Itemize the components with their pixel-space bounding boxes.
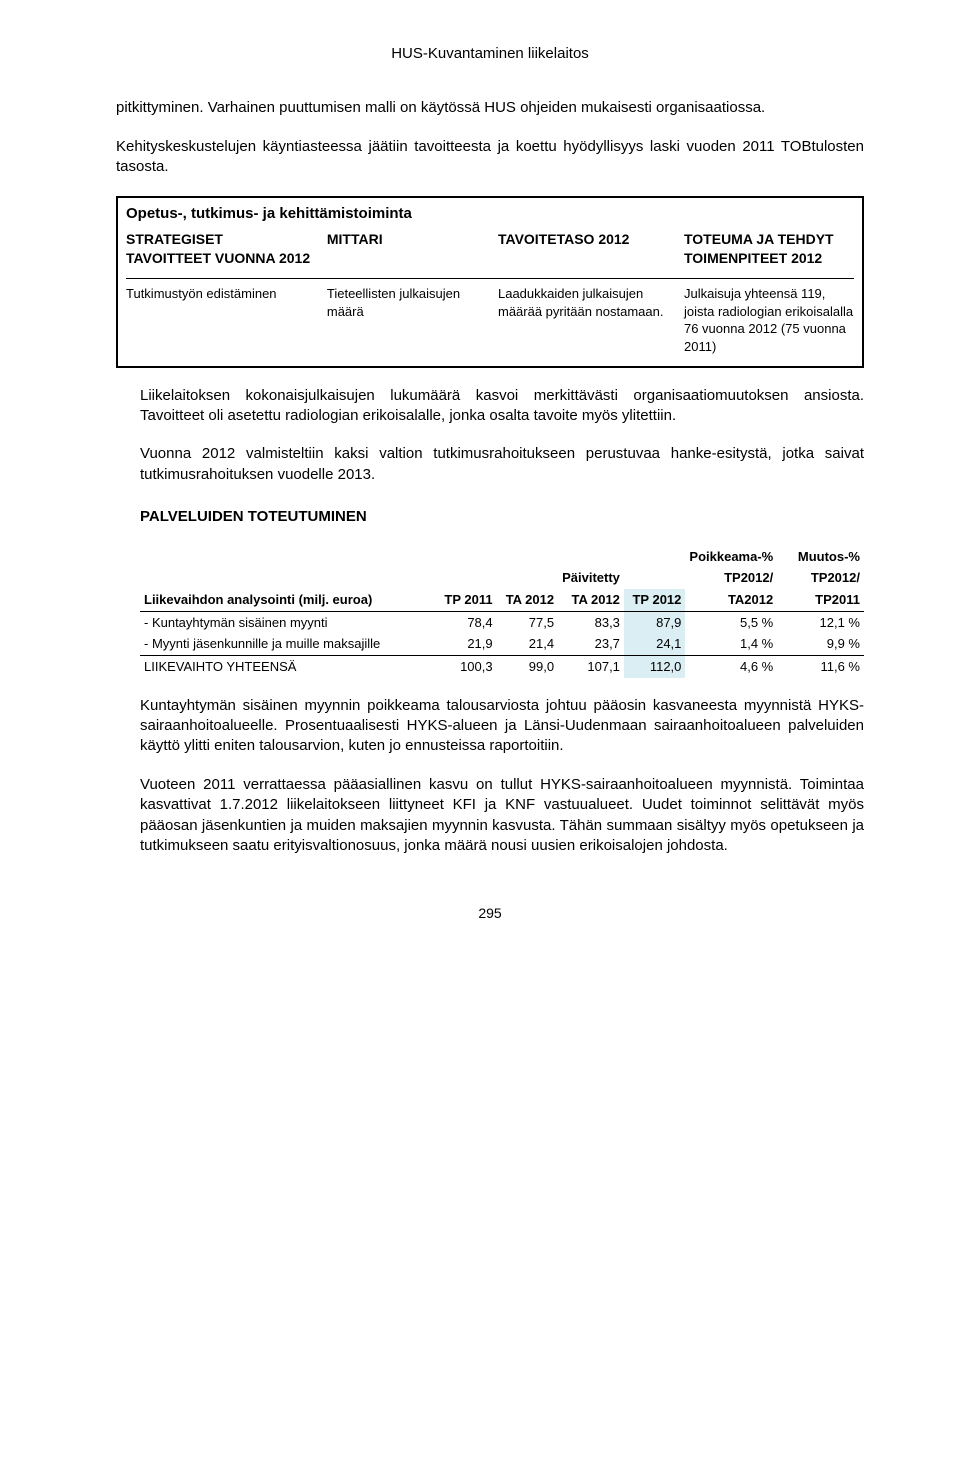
finance-head-row-1: Poikkeama-% Muutos-% xyxy=(140,546,864,568)
head-poikkeama: Poikkeama-% xyxy=(685,546,777,568)
finance-cell: - Myynti jäsenkunnille ja muille maksaji… xyxy=(140,633,435,655)
strategy-cell-1: Tutkimustyön edistäminen xyxy=(118,279,319,366)
finance-cell: 78,4 xyxy=(435,611,496,633)
finance-total-cell: 11,6 % xyxy=(777,656,864,678)
finance-total-cell: 107,1 xyxy=(558,656,624,678)
finance-total-cell: LIIKEVAIHTO YHTEENSÄ xyxy=(140,656,435,678)
finance-total-cell-highlight: 112,0 xyxy=(624,656,685,678)
finance-row: - Kuntayhtymän sisäinen myynti 78,4 77,5… xyxy=(140,611,864,633)
strategy-table: STRATEGISET TAVOITTEET VUONNA 2012 MITTA… xyxy=(118,224,862,366)
head-muutos: Muutos-% xyxy=(777,546,864,568)
head-ta2012b: TA 2012 xyxy=(558,589,624,611)
finance-cell: 5,5 % xyxy=(685,611,777,633)
strategy-head-3: TAVOITETASO 2012 xyxy=(490,224,676,278)
finance-cell: 12,1 % xyxy=(777,611,864,633)
head-ta2012c: TA2012 xyxy=(685,589,777,611)
head-tp2011: TP 2011 xyxy=(435,589,496,611)
strategy-head-2: MITTARI xyxy=(319,224,490,278)
paragraph-6: Vuoteen 2011 verrattaessa pääasiallinen … xyxy=(140,775,864,857)
finance-cell: 21,9 xyxy=(435,633,496,655)
strategy-box: Opetus-, tutkimus- ja kehittämistoiminta… xyxy=(116,196,864,368)
strategy-cell-3: Laadukkaiden julkaisujen määrää pyritään… xyxy=(490,279,676,366)
finance-total-cell: 99,0 xyxy=(497,656,558,678)
strategy-header-row: STRATEGISET TAVOITTEET VUONNA 2012 MITTA… xyxy=(118,224,862,278)
strategy-data-row: Tutkimustyön edistäminen Tieteellisten j… xyxy=(118,279,862,366)
finance-table: Poikkeama-% Muutos-% Päivitetty TP2012/ … xyxy=(140,546,864,678)
finance-cell: 21,4 xyxy=(497,633,558,655)
strategy-head-1: STRATEGISET TAVOITTEET VUONNA 2012 xyxy=(118,224,319,278)
finance-cell: - Kuntayhtymän sisäinen myynti xyxy=(140,611,435,633)
paragraph-4: Vuonna 2012 valmisteltiin kaksi valtion … xyxy=(140,444,864,485)
finance-total-cell: 100,3 xyxy=(435,656,496,678)
head-label: Liikevaihdon analysointi (milj. euroa) xyxy=(140,589,435,611)
strategy-cell-2: Tieteellisten julkaisujen määrä xyxy=(319,279,490,366)
finance-cell: 9,9 % xyxy=(777,633,864,655)
paragraph-3: Liikelaitoksen kokonaisjulkaisujen lukum… xyxy=(140,386,864,427)
finance-head-row-2: Päivitetty TP2012/ TP2012/ xyxy=(140,567,864,589)
head-tp2012: TP 2012 xyxy=(624,589,685,611)
finance-cell-highlight: 24,1 xyxy=(624,633,685,655)
head-tp2012a: TP2012/ xyxy=(685,567,777,589)
head-ta2012a: TA 2012 xyxy=(497,589,558,611)
page-number: 295 xyxy=(116,904,864,923)
page-header: HUS-Kuvantaminen liikelaitos xyxy=(116,44,864,64)
finance-cell: 23,7 xyxy=(558,633,624,655)
finance-total-cell: 4,6 % xyxy=(685,656,777,678)
strategy-cell-4: Julkaisuja yhteensä 119, joista radiolog… xyxy=(676,279,862,366)
paragraph-5: Kuntayhtymän sisäinen myynnin poikkeama … xyxy=(140,696,864,757)
strategy-head-4: TOTEUMA JA TEHDYT TOIMENPITEET 2012 xyxy=(676,224,862,278)
paragraph-2: Kehityskeskustelujen käyntiasteessa jäät… xyxy=(116,137,864,178)
section-heading: PALVELUIDEN TOTEUTUMINEN xyxy=(140,507,864,527)
head-paivitetty: Päivitetty xyxy=(558,567,624,589)
paragraph-1: pitkittyminen. Varhainen puuttumisen mal… xyxy=(116,98,864,118)
head-tp2011c: TP2011 xyxy=(777,589,864,611)
finance-cell: 1,4 % xyxy=(685,633,777,655)
finance-cell: 77,5 xyxy=(497,611,558,633)
box-title: Opetus-, tutkimus- ja kehittämistoiminta xyxy=(118,198,862,224)
finance-total-row: LIIKEVAIHTO YHTEENSÄ 100,3 99,0 107,1 11… xyxy=(140,656,864,678)
finance-head-row-3: Liikevaihdon analysointi (milj. euroa) T… xyxy=(140,589,864,611)
head-tp2012b: TP2012/ xyxy=(777,567,864,589)
finance-row: - Myynti jäsenkunnille ja muille maksaji… xyxy=(140,633,864,655)
finance-cell: 83,3 xyxy=(558,611,624,633)
finance-cell-highlight: 87,9 xyxy=(624,611,685,633)
